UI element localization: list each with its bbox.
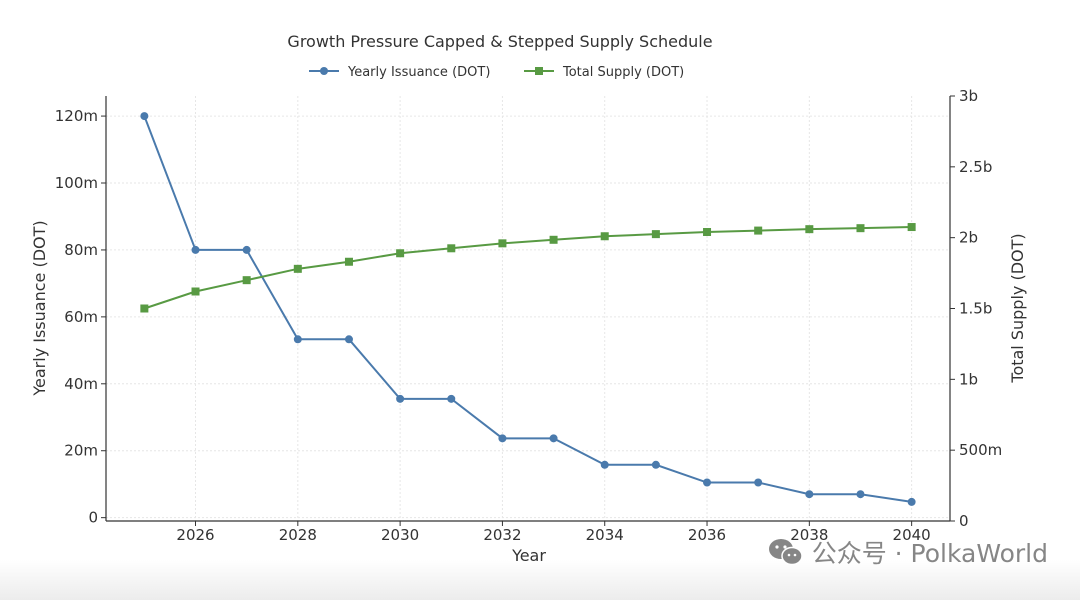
legend-marker (320, 67, 328, 75)
y-right-tick-label: 2.5b (959, 158, 992, 176)
y-left-tick-label: 100m (55, 174, 98, 192)
grid (106, 96, 950, 521)
y-left-tick-label: 80m (64, 241, 98, 259)
supply-point (549, 235, 558, 244)
supply-point (907, 223, 916, 232)
supply-point (140, 304, 149, 313)
legend-label: Yearly Issuance (DOT) (347, 65, 490, 80)
supply-point (344, 257, 353, 266)
issuance-point (856, 490, 865, 499)
y-left-tick-label: 60m (64, 308, 98, 326)
axes: 2026 2028 2030 2032 2034 2036 2038 2040 0 20m 40m 6… (55, 87, 1003, 544)
supply-point (703, 228, 712, 236)
issuance-point (754, 478, 763, 487)
supply-point (856, 224, 865, 233)
y-axis-right-label: Total Supply (DOT) (1008, 233, 1027, 383)
issuance-line (143, 115, 912, 503)
supply-point (754, 226, 763, 235)
issuance-point (651, 460, 660, 469)
issuance-point (344, 335, 353, 344)
supply-point (651, 230, 660, 239)
issuance-point (396, 394, 405, 403)
watermark: 公众号 · PolkaWorld (768, 534, 1048, 570)
x-tick-label: 2038 (790, 526, 828, 544)
legend-marker (535, 67, 543, 75)
supply-point (242, 276, 251, 285)
issuance-point (549, 434, 558, 443)
y-left-tick-label: 0 (88, 509, 98, 527)
issuance-point (191, 245, 200, 254)
x-tick-label: 2032 (483, 526, 521, 544)
supply-line (144, 226, 912, 310)
y-left-tick-label: 20m (64, 442, 98, 460)
x-tick-label: 2026 (176, 526, 214, 544)
supply-point (805, 225, 814, 234)
supply-point (191, 287, 200, 296)
supply-point (498, 239, 507, 248)
supply-point (447, 244, 456, 253)
y-right-tick-label: 3b (959, 87, 978, 105)
legend-item: Total Supply (DOT) (524, 65, 684, 80)
chart-title: Growth Pressure Capped & Stepped Supply … (287, 32, 712, 51)
legend-item: Yearly Issuance (DOT) (309, 65, 490, 80)
bottom-fade (0, 560, 1080, 600)
supply-point (396, 249, 405, 258)
legend-label: Total Supply (DOT) (562, 65, 684, 80)
x-tick-label: 2030 (381, 526, 419, 544)
watermark-text: 公众号 · PolkaWorld (811, 539, 1048, 568)
supply-point (293, 264, 302, 273)
issuance-point (498, 434, 507, 443)
y-right-tick-label: 0 (959, 512, 969, 530)
legend: Yearly Issuance (DOT) Total Supply (DOT) (309, 65, 684, 80)
y-right-tick-label: 2b (959, 229, 978, 247)
issuance-point (447, 394, 456, 403)
wechat-icon (768, 537, 804, 567)
y-right-tick-label: 1b (959, 370, 978, 388)
y-right-tick-label: 1.5b (959, 300, 992, 318)
issuance-point (242, 245, 251, 254)
supply-point (600, 232, 609, 241)
issuance-point (907, 497, 916, 506)
y-left-tick-label: 120m (55, 107, 98, 125)
y-left-tick-label: 40m (64, 375, 98, 393)
series-layer (140, 112, 916, 506)
issuance-point (805, 490, 814, 499)
x-tick-label: 2036 (688, 526, 726, 544)
issuance-point (703, 478, 712, 487)
issuance-point (293, 335, 302, 344)
y-right-tick-label: 500m (959, 441, 1002, 459)
x-tick-label: 2034 (586, 526, 624, 544)
y-axis-left-label: Yearly Issuance (DOT) (30, 220, 49, 396)
x-tick-label: 2040 (893, 526, 931, 544)
issuance-point (600, 460, 609, 469)
x-tick-label: 2028 (279, 526, 317, 544)
issuance-point (140, 112, 149, 121)
